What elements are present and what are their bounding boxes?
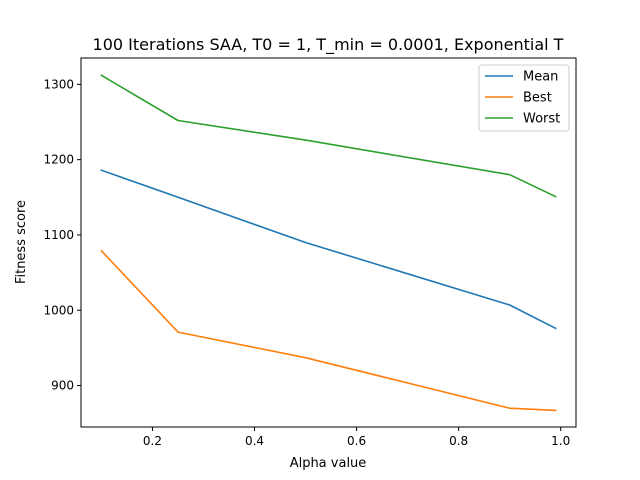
x-tick-label: 0.6 bbox=[347, 434, 366, 448]
series-line-best bbox=[100, 249, 557, 412]
x-axis-label: Alpha value bbox=[290, 456, 367, 471]
axes-frame bbox=[80, 57, 577, 428]
series-line-mean bbox=[100, 169, 557, 330]
y-tick-label: 1100 bbox=[43, 228, 74, 242]
series-line-worst bbox=[100, 74, 557, 198]
x-tick-label: 1.0 bbox=[551, 434, 570, 448]
x-tick-label: 0.8 bbox=[449, 434, 468, 448]
y-tick-label: 1300 bbox=[43, 77, 74, 91]
legend-label-mean: Mean bbox=[523, 70, 558, 85]
y-tick-label: 1200 bbox=[43, 153, 74, 167]
y-tick-label: 1000 bbox=[43, 303, 74, 317]
chart-title: 100 Iterations SAA, T0 = 1, T_min = 0.00… bbox=[93, 35, 564, 55]
legend-label-worst: Worst bbox=[523, 112, 560, 127]
legend-box bbox=[478, 64, 570, 132]
y-axis-label: Fitness score bbox=[14, 200, 29, 284]
y-tick-label: 900 bbox=[51, 379, 74, 393]
x-tick-label: 0.2 bbox=[143, 434, 162, 448]
plot-area: 0.2 0.4 0.6 0.8 1.0 900 1000 1100 1200 1300 Mean Be… bbox=[43, 57, 577, 448]
legend-label-best: Best bbox=[523, 91, 552, 106]
x-tick-label: 0.4 bbox=[245, 434, 264, 448]
